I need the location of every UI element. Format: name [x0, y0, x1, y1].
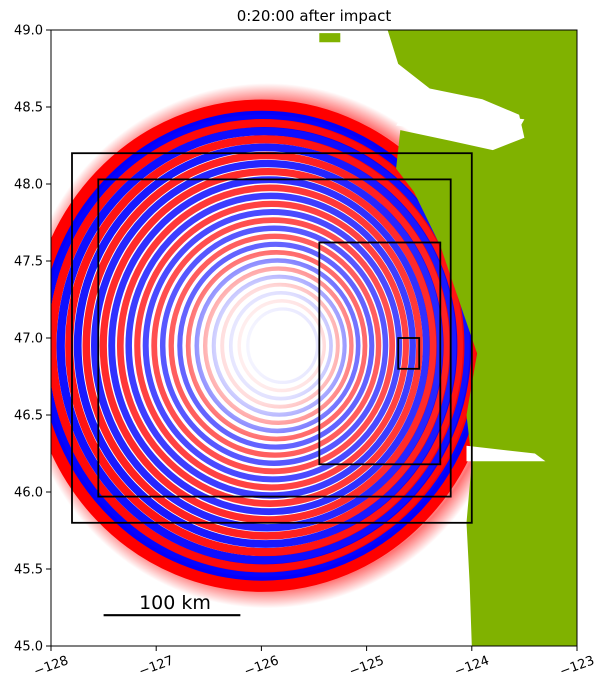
- y-tick-label: 47.0: [14, 332, 43, 347]
- wave-core: [183, 250, 356, 442]
- wave-trough: [73, 143, 458, 548]
- y-tick-label: 46.5: [14, 409, 43, 424]
- wave-crest: [51, 119, 479, 573]
- y-tick-label: 48.0: [14, 178, 43, 193]
- y-tick-label: 48.5: [14, 101, 43, 116]
- box-coastal-region: [318, 241, 442, 466]
- scale-bar-label: 100 km: [139, 592, 211, 614]
- y-tick-label: 45.0: [14, 640, 43, 655]
- wave-trough: [177, 241, 375, 450]
- land-mass: [387, 30, 577, 646]
- wave-crest: [151, 217, 396, 475]
- wave-crest: [82, 151, 451, 540]
- grid-region-boxes: [71, 152, 473, 524]
- wave-crest: [134, 200, 410, 491]
- island: [319, 33, 341, 43]
- y-tick-label: 46.0: [14, 486, 43, 501]
- strait-water: [396, 107, 525, 138]
- wave-trough: [56, 127, 472, 565]
- x-tick-label: −127: [137, 653, 176, 679]
- x-tick-label: −123: [558, 653, 597, 679]
- y-tick-label: 45.5: [14, 563, 43, 578]
- bay-water: [466, 445, 546, 462]
- wave-trough: [159, 225, 389, 466]
- y-tick-label: 49.0: [14, 24, 43, 39]
- y-axis: 45.0 45.5 46.0 46.5 47.0 47.5 48.0 48.5 49.0: [14, 24, 51, 655]
- box-inner-region: [97, 178, 452, 498]
- wave-trough: [125, 192, 416, 499]
- coastline-land: [319, 30, 577, 646]
- box-outer-region: [71, 152, 473, 524]
- wave-crest: [99, 168, 437, 524]
- wave-field: [51, 83, 517, 609]
- wave-crest: [65, 135, 465, 557]
- x-tick-label: −128: [32, 653, 71, 679]
- wave-crest: [168, 233, 382, 458]
- x-tick-label: −124: [453, 653, 492, 679]
- y-tick-label: 47.5: [14, 255, 43, 270]
- x-tick-label: −125: [347, 653, 386, 679]
- chart-title: 0:20:00 after impact: [237, 7, 392, 25]
- box-fine-region: [397, 337, 421, 370]
- plot-area: [51, 30, 577, 646]
- x-tick-label: −126: [242, 653, 281, 679]
- x-axis: −128 −127 −126 −125 −124 −123: [32, 646, 597, 680]
